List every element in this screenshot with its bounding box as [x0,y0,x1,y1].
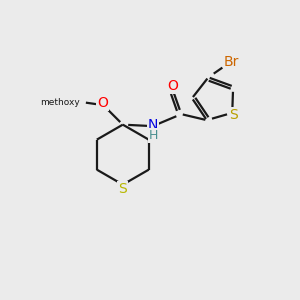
Text: Br: Br [224,56,239,69]
Text: O: O [97,96,108,110]
Text: methoxy: methoxy [40,98,80,106]
Text: N: N [148,118,158,132]
Text: H: H [149,129,158,142]
Text: O: O [167,79,178,93]
Text: S: S [118,182,127,196]
Text: S: S [230,108,238,122]
